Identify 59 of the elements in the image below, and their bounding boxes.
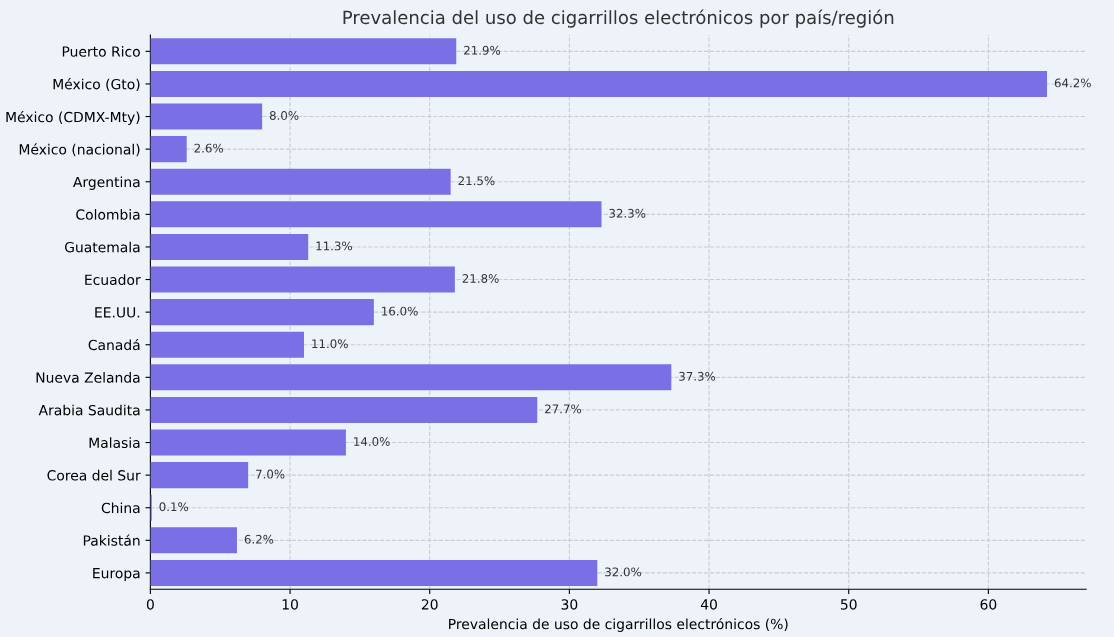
data-label: 11.3% <box>316 241 353 251</box>
y-tick-label: México (Gto) <box>53 78 140 92</box>
y-tick-label: Puerto Rico <box>62 46 140 57</box>
data-label: 14.0% <box>354 437 390 446</box>
x-tick-label: 30 <box>561 599 578 610</box>
y-tick-label: Arabia Saudita <box>38 404 140 416</box>
data-label: 27.7% <box>545 404 582 414</box>
x-tick-label: 20 <box>421 599 438 610</box>
bar <box>150 429 346 456</box>
y-tick-label: Pakistán <box>83 534 140 546</box>
x-tick-label: 10 <box>282 599 298 610</box>
y-tick-label: China <box>101 502 140 514</box>
bar <box>150 103 263 130</box>
bar <box>150 462 249 489</box>
x-tick-label: 60 <box>980 599 997 610</box>
bar <box>150 266 455 293</box>
bar <box>150 201 602 228</box>
y-tick-label: Colombia <box>76 209 140 220</box>
bar <box>150 527 237 554</box>
x-tick-label: 50 <box>840 599 857 610</box>
bar <box>150 38 457 65</box>
bar <box>150 136 187 163</box>
bar <box>150 168 451 195</box>
data-label: 21.9% <box>464 45 501 55</box>
x-tick-label: 0 <box>146 599 154 610</box>
y-tick-label: Malasia <box>89 437 140 448</box>
data-label: 7.0% <box>256 469 285 479</box>
x-axis-title: Prevalencia de uso de cigarrillos electrónicos (%) <box>449 617 788 632</box>
data-label: 0.1% <box>159 502 189 512</box>
data-label: 32.0% <box>605 567 642 577</box>
y-tick-label: México (nacional) <box>19 143 140 157</box>
y-tick-label: Nueva Zelanda <box>36 372 140 383</box>
y-tick-label: EE.UU. <box>95 307 140 318</box>
data-label: 8.0% <box>269 111 299 120</box>
bar <box>150 396 538 423</box>
data-label: 32.3% <box>609 208 646 218</box>
y-tick-label: Ecuador <box>85 274 141 285</box>
data-label: 16.0% <box>382 306 418 316</box>
data-label: 2.6% <box>194 143 223 153</box>
data-label: 11.0% <box>312 339 348 349</box>
data-label: 37.3% <box>679 371 716 381</box>
y-tick-label: Corea del Sur <box>47 469 141 481</box>
bar <box>150 233 309 260</box>
bar <box>150 70 1048 97</box>
chart-title: Prevalencia del uso de cigarrillos electrónicos por país/región <box>343 9 894 28</box>
y-tick-label: Argentina <box>73 176 140 190</box>
y-tick-label: Guatemala <box>64 241 140 253</box>
data-label: 21.8% <box>462 274 499 283</box>
data-label: 21.5% <box>458 176 495 186</box>
x-tick-label: 40 <box>700 599 717 610</box>
data-label: 6.2% <box>244 534 274 544</box>
bar <box>150 299 374 326</box>
y-tick-label: México (CDMX-Mty) <box>6 110 140 125</box>
y-tick-label: Europa <box>93 568 140 582</box>
data-label: 64.2% <box>1054 78 1091 88</box>
y-tick-label: Canadá <box>88 338 140 351</box>
bar <box>150 331 305 358</box>
bar <box>150 559 598 586</box>
bar <box>150 364 672 391</box>
